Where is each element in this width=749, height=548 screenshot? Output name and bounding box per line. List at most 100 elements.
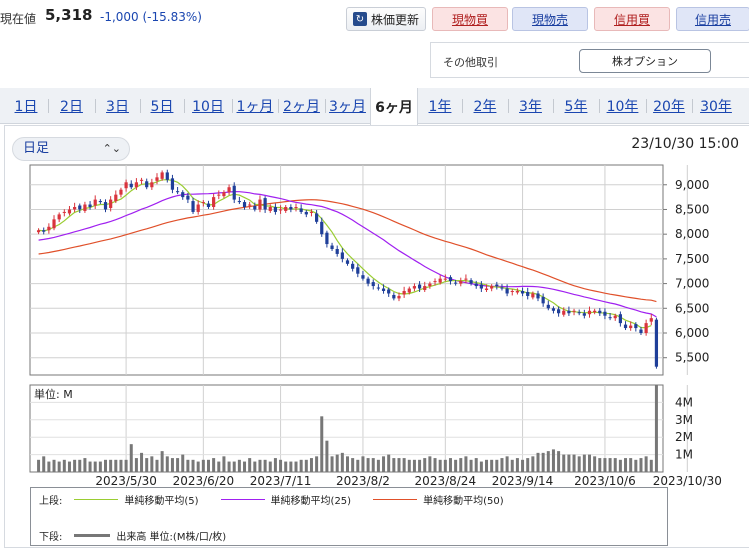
volume-bar [387, 454, 391, 472]
candle-body [315, 213, 319, 222]
volume-bar [541, 452, 545, 472]
update-price-button[interactable]: ↻ 株価更新 [346, 7, 426, 31]
volume-bar [474, 458, 478, 472]
candle-body [577, 312, 581, 314]
candle-body [73, 207, 77, 210]
volume-bar [268, 461, 272, 472]
volume-bar [402, 458, 406, 472]
legend-ma5-label: 単純移動平均(5) [124, 496, 199, 507]
candle-body [598, 310, 602, 314]
tab-3[interactable]: 5日 [150, 99, 174, 115]
price-tick-label: 6,500 [675, 301, 709, 315]
candle-body [217, 194, 221, 196]
candle-body [639, 329, 643, 333]
candle-body [52, 219, 56, 229]
volume-bar [376, 459, 380, 472]
volume-bar [145, 458, 149, 472]
volume-bar [335, 454, 339, 472]
candle-body [330, 245, 334, 249]
candle-body [361, 275, 365, 279]
sell-spot-button[interactable]: 現物売 [512, 7, 588, 31]
volume-bar [294, 461, 298, 472]
volume-bar [510, 459, 514, 472]
ma5-swatch [74, 499, 119, 500]
tab-separator [692, 99, 693, 113]
tab-2[interactable]: 3日 [106, 99, 129, 115]
candle-body [232, 185, 236, 200]
candle-body [520, 291, 525, 294]
volume-bar [505, 456, 509, 472]
volume-tick-label: 3M [675, 413, 693, 427]
volume-bar [644, 456, 648, 472]
legend-ma50-label: 単純移動平均(50) [423, 496, 504, 507]
tab-5[interactable]: 1ヶ月 [236, 99, 274, 115]
volume-bar [351, 458, 355, 472]
price-tick-label: 9,000 [675, 178, 709, 192]
volume-bar [531, 456, 535, 472]
candle-body [608, 317, 612, 319]
ma25-swatch [220, 499, 265, 500]
tab-7[interactable]: 3ヶ月 [329, 99, 366, 115]
volume-bar [93, 461, 97, 472]
candle-body [484, 288, 489, 291]
other-trade-panel: その他取引 株オプション [430, 42, 749, 78]
tab-12[interactable]: 5年 [564, 99, 588, 115]
candle-body [289, 207, 293, 210]
candle-body [201, 202, 205, 204]
volume-bar [562, 454, 566, 472]
tab-11[interactable]: 3年 [519, 99, 542, 115]
candle-body [212, 197, 216, 207]
tab-separator [278, 99, 279, 113]
candle-body [36, 230, 41, 233]
x-tick-label: 2023/10/6 [574, 474, 636, 488]
candle-body [582, 313, 586, 316]
price-tick-label: 5,500 [675, 351, 709, 365]
stock-option-button[interactable]: 株オプション [579, 49, 711, 73]
candle-body [191, 201, 195, 212]
candle-body [335, 249, 339, 254]
candle-body [381, 288, 386, 291]
tab-13[interactable]: 10年 [606, 99, 639, 115]
sell-margin-button[interactable]: 信用売 [676, 7, 749, 31]
candle-body [505, 288, 509, 294]
tab-4[interactable]: 10日 [192, 99, 224, 115]
volume-bar [407, 459, 411, 472]
volume-bar [624, 458, 628, 472]
period-select-value: 日足 [23, 141, 50, 156]
candle-body [242, 202, 247, 207]
candle-body [139, 179, 144, 181]
buy-spot-button[interactable]: 現物買 [432, 7, 508, 31]
tab-9[interactable]: 1年 [428, 99, 452, 115]
candle-body [237, 201, 241, 203]
volume-bar [433, 458, 437, 472]
price-tick-label: 7,500 [675, 252, 709, 266]
volume-bar [320, 416, 324, 472]
volume-bar [340, 452, 344, 472]
tab-0[interactable]: 1日 [14, 99, 38, 115]
volume-bar [397, 458, 401, 472]
volume-bar [536, 452, 540, 472]
tab-8[interactable]: 6ヶ月 [370, 88, 418, 125]
candle-body [567, 310, 571, 314]
candle-body [294, 207, 298, 208]
candle-body [412, 286, 417, 289]
volume-bar [217, 461, 221, 472]
volume-bar [428, 456, 432, 472]
candle-body [603, 311, 607, 316]
buy-margin-button[interactable]: 信用買 [594, 7, 670, 31]
volume-bar [515, 458, 519, 472]
volume-bar [119, 459, 123, 472]
tab-10[interactable]: 2年 [473, 99, 497, 115]
candle-body [42, 230, 46, 232]
legend-volume-label: 出来高 単位:(M株/口/枚) [116, 532, 227, 543]
tab-15[interactable]: 30年 [700, 99, 732, 115]
tab-14[interactable]: 20年 [653, 99, 685, 115]
volume-bar [629, 458, 633, 472]
tab-6[interactable]: 2ヶ月 [283, 99, 320, 115]
tab-1[interactable]: 2日 [60, 99, 83, 115]
volume-bar [170, 458, 174, 472]
period-select[interactable]: 日足 ⌃⌄ [12, 137, 130, 161]
other-trade-label: その他取引 [443, 56, 498, 69]
candle-body [397, 295, 401, 299]
volume-bar [88, 461, 92, 472]
